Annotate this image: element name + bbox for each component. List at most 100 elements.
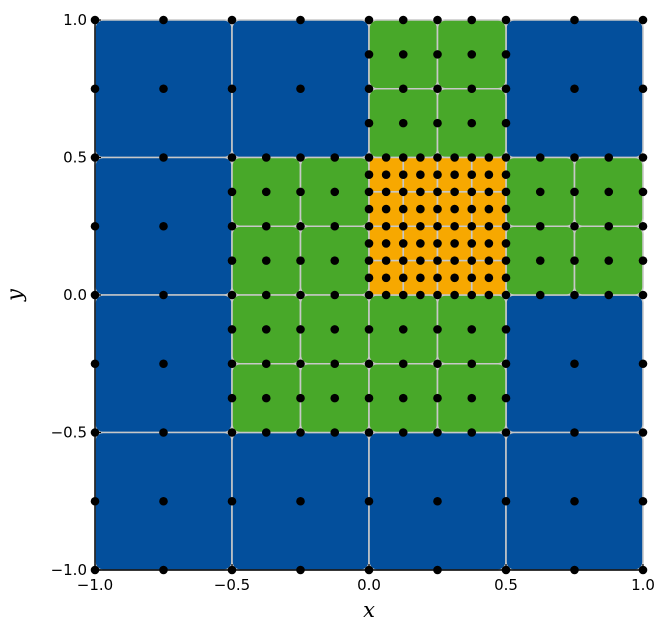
mesh-node [261,428,271,437]
mesh-node [398,170,408,179]
mesh-node [450,290,459,300]
mesh-node [450,204,459,214]
mesh-node [398,84,408,94]
mesh-node [535,221,545,231]
mesh-node [501,118,511,128]
x-tick-label: 1.0 [631,576,655,594]
mesh-node [398,221,408,231]
mesh-node [467,204,477,214]
mesh-node [433,496,442,506]
mesh-node [433,204,442,214]
x-tick-label: 0.5 [494,576,518,594]
mesh-node [467,239,477,248]
mesh-node [261,153,271,162]
mesh-node [433,15,442,25]
mesh-node [501,359,511,369]
mesh-node [381,256,391,265]
mesh-node [296,84,305,94]
mesh-node [570,84,579,94]
x-tick-label: 0.0 [357,576,381,594]
mesh-node [638,256,648,265]
mesh-node [535,256,545,265]
mesh-node [570,428,579,437]
mesh-node [398,359,408,369]
mesh-node [501,273,511,283]
mesh-node [416,273,425,283]
mesh-node [416,187,425,197]
mesh-node [381,239,391,248]
mesh-node [484,204,494,214]
mesh-node [330,153,340,162]
mesh-node [450,256,459,265]
mesh-node [467,187,477,197]
mesh-node [364,496,374,506]
y-tick-label: 0.0 [63,286,87,304]
mesh-node [416,153,425,162]
mesh-node [227,325,237,334]
mesh-node [467,153,477,162]
mesh-node [364,118,374,128]
mesh-node [501,187,511,197]
mesh-node [227,496,237,506]
mesh-node [296,290,305,300]
mesh-node [296,256,305,265]
mesh-node [296,153,305,162]
mesh-node [159,290,168,300]
mesh-node [433,84,442,94]
mesh-node [330,428,340,437]
mesh-node [381,204,391,214]
mesh-node [433,187,442,197]
mesh-node [364,221,374,231]
mesh-node [159,359,168,369]
mesh-node [433,221,442,231]
mesh-node [535,187,545,197]
mesh-node [467,15,477,25]
mesh-node [398,393,408,403]
y-axis-label: y [3,288,27,302]
mesh-node [330,290,340,300]
mesh-node [261,393,271,403]
mesh-node [398,153,408,162]
mesh-node [364,187,374,197]
mesh-node [433,153,442,162]
mesh-node [433,290,442,300]
mesh-node [364,153,374,162]
mesh-node [416,204,425,214]
mesh-node [364,239,374,248]
mesh-node [261,256,271,265]
mesh-node [261,359,271,369]
mesh-node [433,50,442,59]
mesh-node [604,290,614,300]
mesh-node [501,428,511,437]
mesh-node [227,359,237,369]
mesh-node [501,170,511,179]
mesh-node [364,170,374,179]
mesh-node [638,84,648,94]
mesh-node [467,170,477,179]
mesh-node [364,256,374,265]
mesh-node [467,290,477,300]
mesh-node [467,273,477,283]
mesh-node [159,15,168,25]
mesh-node [450,221,459,231]
mesh-node [364,15,374,25]
mesh-node [433,325,442,334]
mesh-node [364,84,374,94]
mesh-node [433,170,442,179]
mesh-node [501,84,511,94]
y-tick-label: 0.5 [63,149,87,167]
mesh-node [604,256,614,265]
mesh-node [381,290,391,300]
mesh-node [261,221,271,231]
mesh-node [398,428,408,437]
mesh-node [450,153,459,162]
mesh-node [227,153,237,162]
mesh-node [484,187,494,197]
mesh-node [467,256,477,265]
mesh-node [261,290,271,300]
mesh-node [398,256,408,265]
mesh-node [227,84,237,94]
mesh-node [638,15,648,25]
mesh-node [501,204,511,214]
